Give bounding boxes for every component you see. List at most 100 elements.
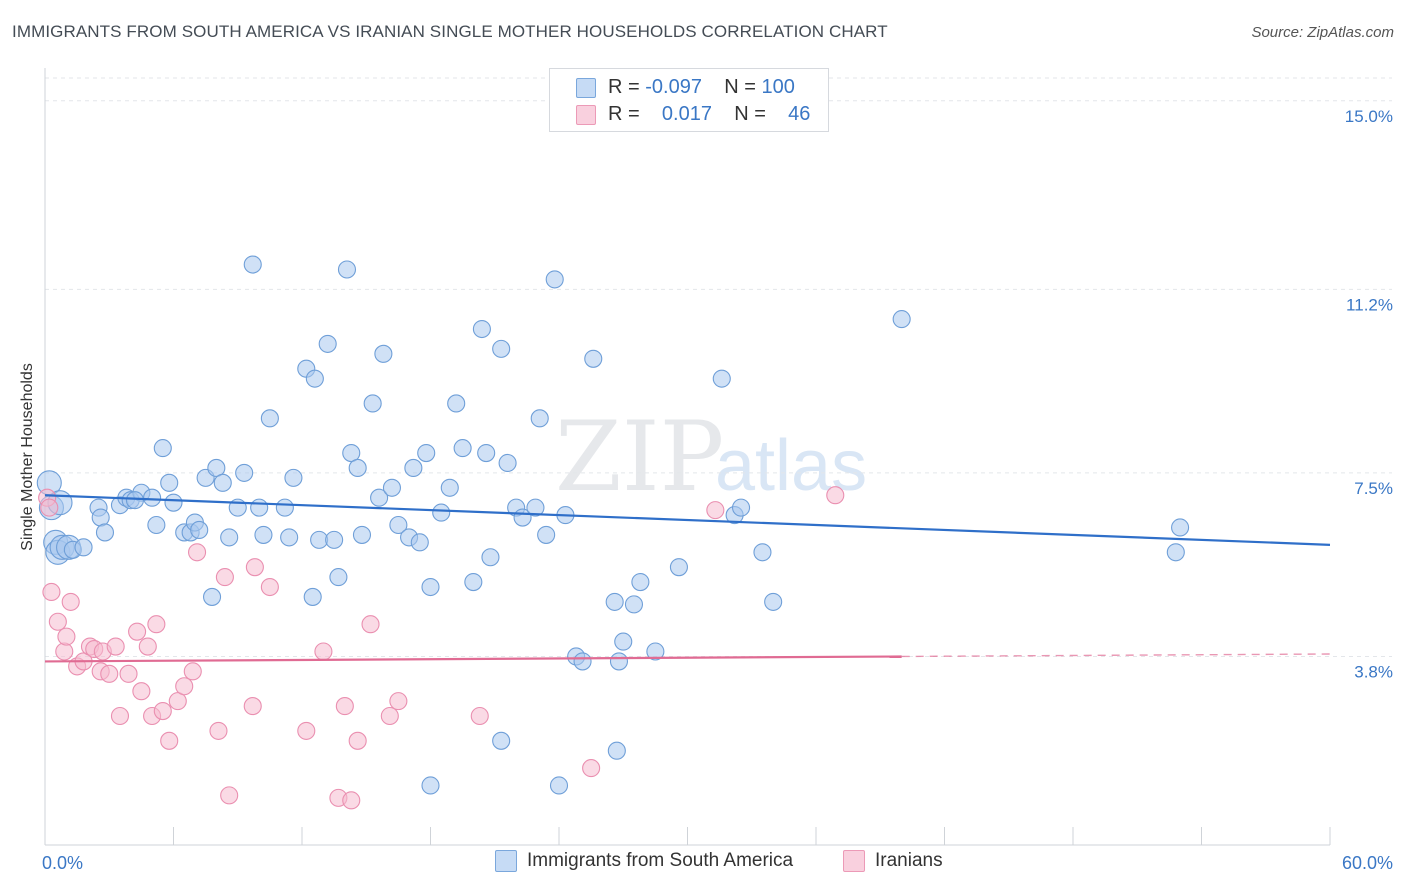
point-south-america xyxy=(892,310,911,329)
point-south-america xyxy=(712,369,731,388)
legend-item-south-america: Immigrants from South America xyxy=(495,850,793,872)
point-south-america xyxy=(374,344,393,363)
point-south-america xyxy=(363,394,382,413)
point-south-america xyxy=(753,543,772,562)
stats-legend: R = -0.097 N = 100 R = 0.017 N = 46 xyxy=(549,68,829,132)
point-south-america xyxy=(537,525,556,544)
point-south-america xyxy=(203,587,222,606)
point-south-america xyxy=(235,463,254,482)
point-iranians xyxy=(57,627,76,646)
point-south-america xyxy=(624,595,644,614)
legend-swatch-blue xyxy=(495,850,517,872)
legend-swatch-pink xyxy=(576,105,596,125)
point-iranians xyxy=(260,577,279,597)
point-south-america xyxy=(607,741,626,760)
point-south-america xyxy=(250,498,269,517)
point-south-america xyxy=(260,409,279,428)
point-south-america xyxy=(389,515,408,535)
point-south-america xyxy=(325,530,344,549)
point-south-america xyxy=(404,458,423,477)
point-south-america xyxy=(284,468,303,487)
point-iranians xyxy=(243,697,262,716)
point-iranians xyxy=(220,786,239,805)
point-south-america xyxy=(370,488,389,507)
point-south-america xyxy=(417,444,436,463)
point-south-america xyxy=(342,444,361,463)
legend-r-label: R = xyxy=(608,102,640,125)
point-south-america xyxy=(207,458,226,477)
point-south-america xyxy=(280,528,299,547)
y-tick-label: 11.2% xyxy=(1346,295,1393,314)
point-south-america xyxy=(453,439,472,458)
point-south-america xyxy=(74,538,93,557)
point-iranians xyxy=(582,759,601,778)
point-iranians xyxy=(55,642,74,661)
legend-label-iranians: Iranians xyxy=(875,850,943,871)
point-south-america xyxy=(440,478,459,497)
point-south-america xyxy=(498,453,517,473)
point-south-america xyxy=(731,498,751,517)
point-south-america xyxy=(609,652,629,671)
legend-r-value: -0.097 xyxy=(645,75,702,98)
point-south-america xyxy=(348,458,367,477)
point-south-america xyxy=(584,349,603,368)
point-iranians xyxy=(147,615,166,634)
point-south-america xyxy=(605,592,624,611)
point-iranians xyxy=(100,664,119,683)
point-south-america xyxy=(337,260,357,279)
point-south-america xyxy=(1171,518,1190,537)
point-south-america xyxy=(492,731,511,750)
point-south-america xyxy=(153,439,172,458)
point-south-america xyxy=(573,652,592,671)
point-south-america xyxy=(95,523,115,542)
point-iranians xyxy=(160,731,179,750)
point-iranians xyxy=(245,558,264,577)
point-iranians xyxy=(42,582,61,602)
legend-swatch-blue xyxy=(576,78,596,98)
point-iranians xyxy=(106,637,125,656)
point-iranians xyxy=(48,612,67,631)
trend-line-south-america xyxy=(44,494,1331,546)
point-south-america xyxy=(545,270,564,289)
point-iranians xyxy=(175,677,194,696)
point-south-america xyxy=(764,592,783,611)
point-south-america xyxy=(631,573,650,592)
point-south-america xyxy=(669,558,688,577)
point-iranians xyxy=(297,721,316,740)
legend-item-iranians: Iranians xyxy=(843,850,943,872)
trend-line-iranians xyxy=(44,655,902,663)
point-iranians xyxy=(40,498,59,517)
point-south-america xyxy=(164,493,183,512)
point-south-america xyxy=(477,444,496,463)
point-south-america xyxy=(646,642,665,661)
point-iranians xyxy=(470,706,489,726)
trend-line-iranians-extension xyxy=(901,653,1331,658)
point-south-america xyxy=(382,478,402,497)
point-south-america xyxy=(329,568,348,587)
point-south-america xyxy=(549,776,569,795)
point-south-america xyxy=(305,369,324,388)
point-south-america xyxy=(91,508,110,527)
point-south-america xyxy=(160,473,179,492)
point-south-america xyxy=(254,525,273,544)
legend-label-south-america: Immigrants from South America xyxy=(527,850,794,871)
point-south-america xyxy=(147,515,166,535)
source-label: Source: ZipAtlas.com xyxy=(1251,24,1394,41)
point-iranians xyxy=(335,697,354,716)
legend-n-label: N = xyxy=(724,75,756,98)
y-tick-label: 15.0% xyxy=(1345,107,1393,126)
point-south-america xyxy=(464,573,483,592)
legend-n-value: 100 xyxy=(761,75,795,98)
point-south-america xyxy=(421,776,440,795)
point-south-america xyxy=(432,503,451,522)
x-tick-label: 0.0% xyxy=(42,853,83,873)
point-south-america xyxy=(303,587,322,606)
legend-n-value: 46 xyxy=(788,102,811,125)
point-south-america xyxy=(318,334,337,353)
point-south-america xyxy=(243,255,262,274)
point-iranians xyxy=(168,692,187,711)
point-south-america xyxy=(472,319,491,339)
point-iranians xyxy=(153,701,172,721)
legend-n-label: N = xyxy=(734,102,766,125)
